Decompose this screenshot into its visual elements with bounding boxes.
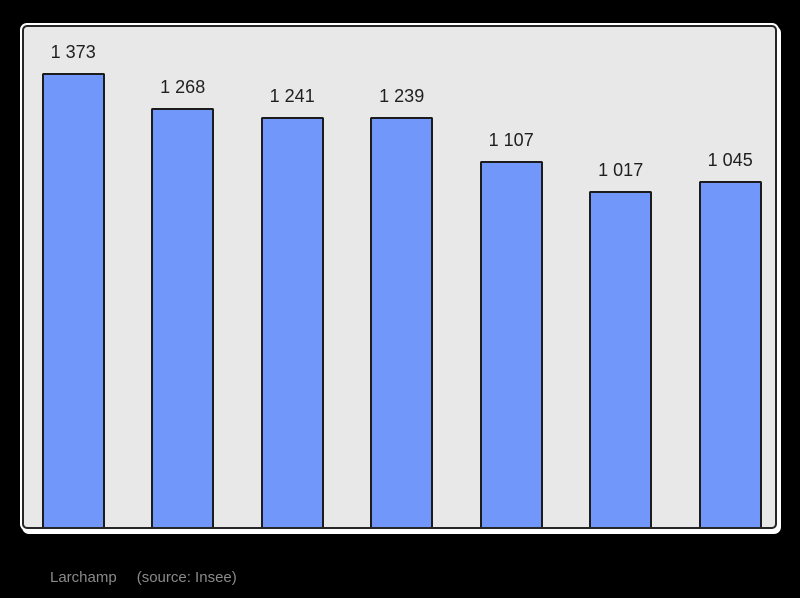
bar-column: 1 017 [589, 159, 653, 527]
bar [698, 181, 762, 527]
bar-column: 1 239 [370, 85, 434, 527]
plot-area: 1 373 1 268 1 241 1 239 1 107 1 017 1 045 [24, 27, 775, 527]
bar [479, 161, 543, 527]
bar [151, 108, 215, 527]
bar-column: 1 045 [698, 149, 762, 527]
bar-value-label: 1 017 [598, 160, 644, 180]
chart-frame: 1 373 1 268 1 241 1 239 1 107 1 017 1 045 [22, 25, 777, 529]
bar-value-label: 1 268 [160, 77, 206, 97]
bar-column: 1 241 [260, 85, 324, 527]
caption-commune-name: Larchamp [50, 569, 117, 586]
bar-column: 1 268 [151, 76, 215, 527]
bar [260, 117, 324, 527]
caption-source: (source: Insee) [136, 569, 237, 586]
caption: Larchamp (source: Insee) [50, 569, 237, 587]
bar [589, 191, 653, 527]
bar-value-label: 1 045 [707, 150, 753, 170]
bar-value-label: 1 239 [379, 86, 425, 106]
bar-column: 1 373 [41, 41, 105, 527]
bar-value-label: 1 241 [269, 86, 315, 106]
bar-column: 1 107 [479, 129, 543, 527]
bar-value-label: 1 107 [488, 130, 534, 150]
bar-value-label: 1 373 [50, 42, 96, 62]
bar [41, 73, 105, 527]
bar [370, 117, 434, 527]
